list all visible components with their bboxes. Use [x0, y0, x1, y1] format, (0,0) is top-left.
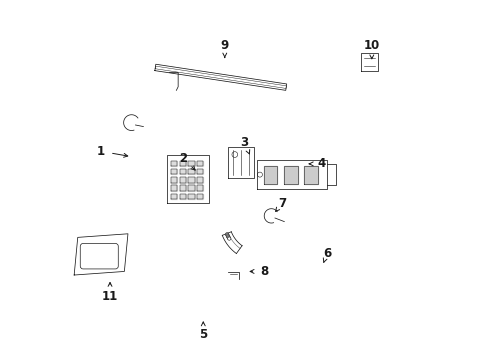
Polygon shape: [179, 185, 185, 191]
Polygon shape: [188, 185, 194, 191]
Text: 3: 3: [240, 136, 248, 149]
Polygon shape: [171, 177, 177, 183]
Polygon shape: [284, 166, 297, 184]
Polygon shape: [228, 147, 254, 178]
Polygon shape: [196, 161, 203, 166]
Polygon shape: [304, 166, 317, 184]
Text: 11: 11: [102, 290, 118, 303]
Circle shape: [226, 235, 230, 239]
Polygon shape: [0, 0, 25, 188]
Polygon shape: [188, 194, 194, 199]
Polygon shape: [171, 194, 177, 199]
Text: 8: 8: [260, 265, 268, 278]
Polygon shape: [222, 232, 242, 253]
Circle shape: [225, 233, 228, 237]
Polygon shape: [196, 169, 203, 174]
Text: 1: 1: [97, 145, 105, 158]
Polygon shape: [196, 185, 203, 191]
Circle shape: [227, 237, 230, 240]
Text: 7: 7: [278, 197, 285, 210]
Text: 5: 5: [199, 328, 207, 341]
Text: 6: 6: [322, 247, 330, 260]
Polygon shape: [171, 185, 177, 191]
Polygon shape: [74, 234, 128, 275]
Polygon shape: [0, 0, 38, 258]
Circle shape: [225, 233, 228, 236]
Polygon shape: [155, 64, 286, 90]
Polygon shape: [196, 177, 203, 183]
Text: 9: 9: [220, 39, 228, 52]
Text: 2: 2: [179, 152, 187, 165]
Polygon shape: [171, 169, 177, 174]
Polygon shape: [167, 155, 208, 203]
Circle shape: [225, 234, 229, 237]
Polygon shape: [188, 161, 194, 166]
Polygon shape: [188, 177, 194, 183]
Polygon shape: [188, 169, 194, 174]
Polygon shape: [179, 161, 185, 166]
Polygon shape: [171, 161, 177, 166]
Polygon shape: [360, 53, 378, 71]
Polygon shape: [179, 169, 185, 174]
Circle shape: [226, 235, 229, 238]
Polygon shape: [263, 166, 277, 184]
Polygon shape: [257, 160, 326, 189]
Polygon shape: [179, 177, 185, 183]
Polygon shape: [196, 194, 203, 199]
Text: 10: 10: [363, 39, 379, 52]
Circle shape: [227, 236, 230, 239]
Polygon shape: [179, 194, 185, 199]
Text: 4: 4: [317, 157, 325, 170]
